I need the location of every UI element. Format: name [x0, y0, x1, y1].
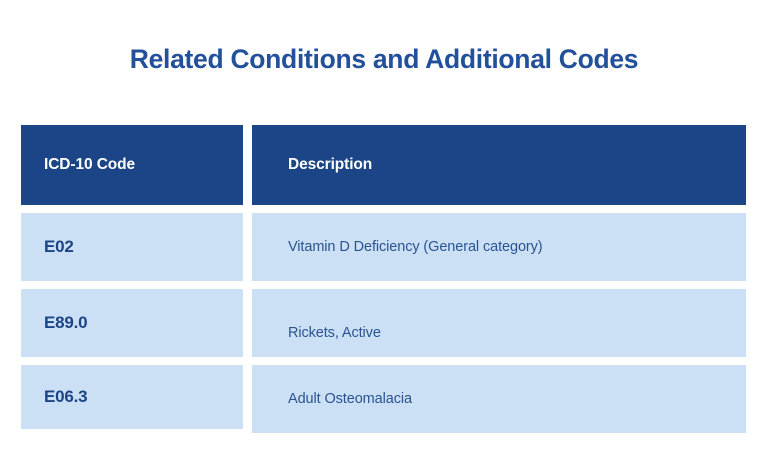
cell-description: Adult Osteomalacia — [252, 365, 746, 433]
table-row: E89.0 Rickets, Active — [21, 289, 746, 357]
column-header-description: Description — [252, 125, 746, 205]
table-header-row: ICD-10 Code Description — [21, 125, 746, 205]
cell-icd-code: E89.0 — [21, 289, 243, 357]
table-row: E02 Vitamin D Deficiency (General catego… — [21, 213, 746, 281]
table-row: E06.3 Adult Osteomalacia — [21, 365, 746, 433]
page-title: Related Conditions and Additional Codes — [129, 44, 639, 74]
cell-icd-code: E02 — [21, 213, 243, 281]
icd-codes-table: ICD-10 Code Description E02 Vitamin D De… — [21, 125, 746, 441]
cell-description: Vitamin D Deficiency (General category) — [252, 213, 746, 281]
column-header-icd-code: ICD-10 Code — [21, 125, 243, 205]
cell-description: Rickets, Active — [252, 289, 746, 357]
cell-icd-code: E06.3 — [21, 365, 243, 429]
